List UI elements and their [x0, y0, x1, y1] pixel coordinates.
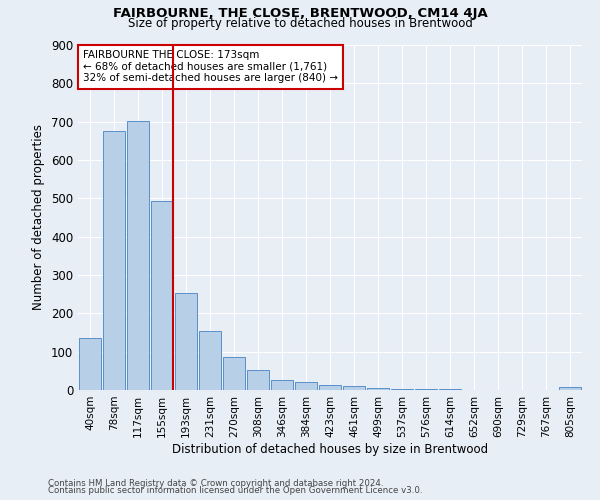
Bar — [271, 380, 293, 390]
Bar — [79, 338, 101, 390]
Bar — [439, 389, 461, 390]
Y-axis label: Number of detached properties: Number of detached properties — [32, 124, 46, 310]
Bar — [391, 389, 413, 390]
Text: FAIRBOURNE, THE CLOSE, BRENTWOOD, CM14 4JA: FAIRBOURNE, THE CLOSE, BRENTWOOD, CM14 4… — [113, 8, 487, 20]
Bar — [103, 131, 125, 390]
Text: FAIRBOURNE THE CLOSE: 173sqm
← 68% of detached houses are smaller (1,761)
32% of: FAIRBOURNE THE CLOSE: 173sqm ← 68% of de… — [83, 50, 338, 84]
Text: Contains public sector information licensed under the Open Government Licence v3: Contains public sector information licen… — [48, 486, 422, 495]
Bar — [559, 387, 581, 390]
Bar — [367, 388, 389, 390]
Bar — [295, 382, 317, 390]
Bar — [175, 293, 197, 390]
Bar — [343, 386, 365, 390]
Bar — [199, 332, 221, 390]
Bar — [223, 358, 245, 390]
X-axis label: Distribution of detached houses by size in Brentwood: Distribution of detached houses by size … — [172, 442, 488, 456]
Text: Contains HM Land Registry data © Crown copyright and database right 2024.: Contains HM Land Registry data © Crown c… — [48, 478, 383, 488]
Bar — [151, 202, 173, 390]
Text: Size of property relative to detached houses in Brentwood: Size of property relative to detached ho… — [128, 18, 472, 30]
Bar — [415, 389, 437, 390]
Bar — [247, 370, 269, 390]
Bar — [127, 120, 149, 390]
Bar — [319, 385, 341, 390]
